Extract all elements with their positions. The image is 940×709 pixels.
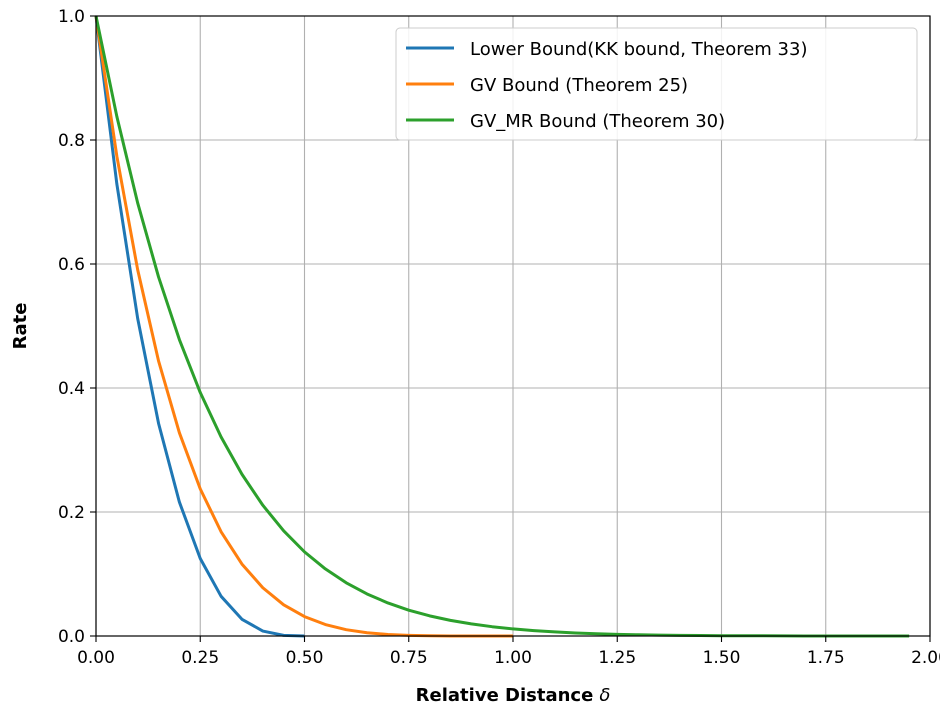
x-tick-label: 0.00 [77,648,115,668]
x-axis-label-symbol: δ [599,685,610,706]
legend-entry-2: GV Bound (Theorem 25) [470,75,688,96]
x-tick-label: 2.00 [911,648,940,668]
y-tick-label: 0.8 [58,131,85,151]
x-tick-label: 0.75 [390,648,428,668]
series-line-1 [94,15,305,638]
legend: Lower Bound(KK bound, Theorem 33) GV Boun… [395,27,918,141]
axis-ticks: 0.00 0.25 0.50 0.75 1.00 1.25 1.50 1.75 2.00 0.0 0… [58,7,940,668]
x-tick-label: 1.75 [807,648,845,668]
y-tick-label: 0.2 [58,503,85,523]
y-axis-label: Rate [10,303,31,350]
x-tick-label: 1.50 [703,648,741,668]
y-tick-label: 1.0 [58,7,85,27]
y-tick-label: 0.4 [58,379,85,399]
x-tick-label: 0.50 [286,648,324,668]
legend-entry-3: GV_MR Bound (Theorem 30) [470,111,725,132]
y-tick-label: 0.6 [58,255,85,275]
legend-entry-1: Lower Bound(KK bound, Theorem 33) [470,39,807,60]
x-tick-label: 1.00 [494,648,532,668]
x-axis-label-text: Relative Distance [416,685,594,706]
x-tick-label: 0.25 [181,648,219,668]
legend-box [395,27,918,141]
x-axis-label: Relative Distance δ [416,685,611,706]
x-tick-label: 1.25 [598,648,636,668]
y-tick-label: 0.0 [58,627,85,647]
